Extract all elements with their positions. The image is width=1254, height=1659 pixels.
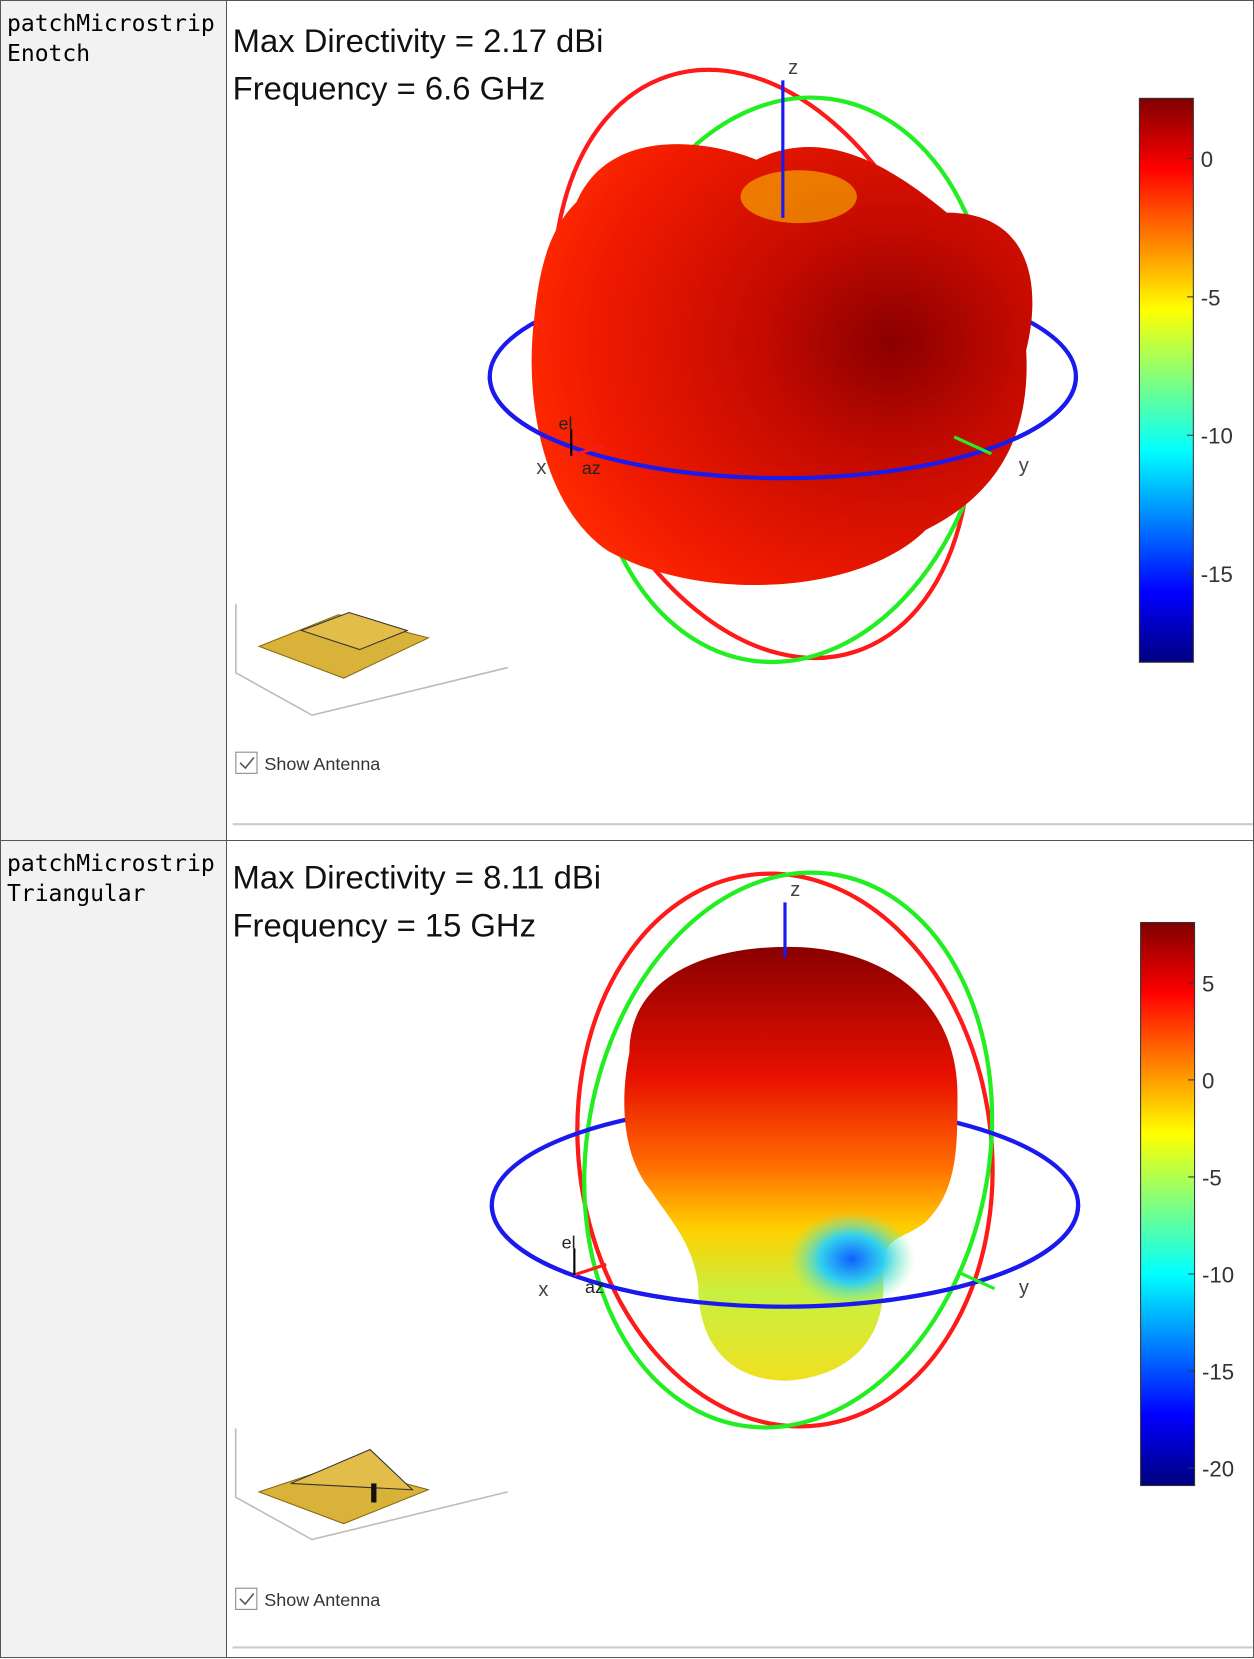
colorbar [1138, 97, 1194, 663]
y-axis [956, 1270, 996, 1291]
colorbar-tick-label: 0 [1202, 1068, 1214, 1093]
plot-title: Max Directivity = 2.17 dBi [233, 22, 604, 59]
colorbar-tick-label: 0 [1201, 147, 1213, 172]
plot-subtitle: Frequency = 6.6 GHz [233, 69, 545, 106]
inset-axes [234, 1428, 508, 1541]
colorbar-tick-label: 5 [1202, 971, 1214, 996]
y-axis [953, 435, 992, 456]
colorbar [1140, 921, 1196, 1487]
az-label: az [582, 458, 601, 478]
azimuth-ring-front [487, 376, 1079, 481]
pattern-plot: Max Directivity = 2.17 dBi Frequency = 6.… [232, 22, 1253, 826]
colorbar-tick-label: -15 [1202, 1359, 1234, 1384]
antenna-feed [371, 1483, 377, 1503]
antenna-patch [299, 611, 409, 651]
colorbar-tick-label: -10 [1201, 424, 1233, 449]
z-label: z [788, 57, 798, 79]
pattern-highlight [740, 170, 857, 224]
x-label: x [536, 457, 546, 479]
name-cell: patchMicrostripTriangular [0, 840, 227, 1658]
radiation-pattern [531, 144, 1033, 586]
plot-cell: Max Directivity = 2.17 dBi Frequency = 6.… [226, 0, 1254, 841]
colorbar-tick-label: -20 [1202, 1457, 1234, 1482]
colorbar-tick-label: -10 [1202, 1262, 1234, 1287]
az-label: az [585, 1277, 604, 1297]
name-cell: patchMicrostripEnotch [0, 0, 227, 841]
colorbar-tick-label: -5 [1201, 285, 1221, 310]
el-label: el [562, 1232, 576, 1252]
x-axis [570, 443, 604, 458]
row: patchMicrostripEnotch Max Directivity = … [0, 0, 1254, 841]
antenna-name: patchMicrostripEnotch [7, 11, 215, 67]
inset-axes [235, 604, 508, 716]
z-label: z [790, 879, 800, 901]
radiation-pattern [624, 946, 958, 1381]
pattern-spot [788, 1211, 916, 1307]
checkbox[interactable] [235, 1587, 258, 1610]
checkbox-label: Show Antenna [264, 1590, 380, 1610]
x-axis [573, 1262, 607, 1277]
antenna-name: patchMicrostripTriangular [7, 851, 215, 907]
elevation-ring [582, 870, 995, 1430]
checkbox-label: Show Antenna [264, 754, 380, 774]
row: patchMicrostripTriangular Max Directivit… [0, 840, 1254, 1658]
y-label: y [1019, 455, 1029, 477]
colorbar-tick-label: -15 [1201, 562, 1233, 587]
plot-title: Max Directivity = 8.11 dBi [233, 859, 601, 896]
plot-subtitle: Frequency = 15 GHz [233, 906, 537, 943]
checkbox[interactable] [235, 751, 258, 774]
el-label: el [559, 413, 573, 433]
x-label: x [538, 1279, 548, 1301]
plot-cell: Max Directivity = 8.11 dBi Frequency = 15… [226, 840, 1254, 1658]
antenna-patch [290, 1448, 414, 1491]
pattern-plot: Max Directivity = 8.11 dBi Frequency = 15… [233, 859, 1253, 1649]
azimuth-ring-front [489, 1205, 1081, 1309]
checkmark [239, 756, 255, 770]
colorbar-tick-label: -5 [1202, 1165, 1222, 1190]
y-label: y [1019, 1277, 1029, 1299]
checkmark [239, 1593, 255, 1606]
elevation-ring [575, 871, 995, 1429]
